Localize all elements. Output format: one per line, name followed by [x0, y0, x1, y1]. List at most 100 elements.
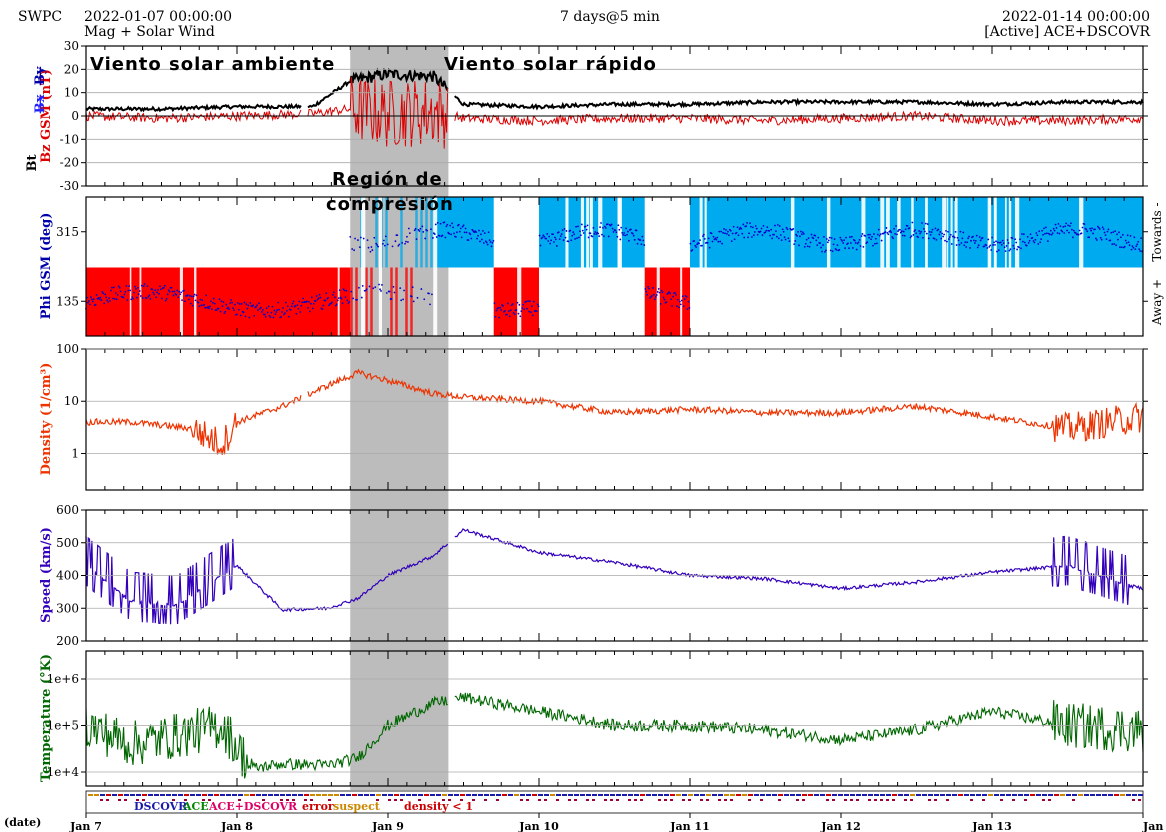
- phi-point: [655, 294, 658, 296]
- phi-point: [625, 227, 627, 230]
- phi-point: [893, 227, 896, 230]
- phi-point: [143, 283, 146, 285]
- phi-point: [315, 295, 318, 297]
- phi-point: [678, 300, 681, 303]
- phi-point: [188, 294, 191, 297]
- phi-point: [382, 242, 384, 245]
- phi-gap: [589, 197, 593, 336]
- phi-point: [929, 233, 932, 236]
- phi-point: [350, 290, 353, 293]
- phi-point: [264, 315, 267, 318]
- source-strip-mark: [478, 794, 483, 796]
- phi-point: [698, 242, 700, 245]
- phi-point: [722, 231, 724, 234]
- phi-point: [1066, 229, 1068, 232]
- source-strip-mark: [904, 794, 909, 796]
- phi-point: [162, 286, 165, 289]
- source-strip-mark: [322, 794, 327, 796]
- phi-point: [751, 226, 754, 229]
- phi-point: [993, 241, 995, 244]
- phi-point: [914, 229, 917, 231]
- source-strip-mark: [1012, 799, 1015, 801]
- phi-point: [810, 233, 813, 236]
- source-strip-mark: [142, 799, 145, 801]
- phi-point: [189, 302, 192, 305]
- source-strip-mark: [304, 799, 307, 801]
- phi-point: [346, 299, 349, 302]
- phi-point: [880, 239, 883, 242]
- source-strip-mark: [718, 799, 721, 801]
- source-strip-mark: [760, 799, 763, 801]
- source-strip-mark: [724, 794, 729, 796]
- phi-point: [1095, 237, 1097, 240]
- phi-point: [1083, 223, 1086, 225]
- phi-point: [1121, 233, 1124, 236]
- phi-point: [972, 239, 975, 242]
- speed-ytick-label: 600: [56, 503, 79, 517]
- source-strip-mark: [1048, 794, 1053, 796]
- phi-point: [520, 310, 523, 313]
- phi-point: [585, 228, 588, 231]
- phi-point: [405, 240, 407, 243]
- phi-point: [947, 238, 950, 240]
- phi-point: [1130, 248, 1133, 251]
- phi-point: [410, 295, 413, 298]
- phi-point: [1025, 244, 1028, 247]
- source-strip-mark: [778, 794, 783, 796]
- source-strip-mark: [814, 794, 819, 796]
- phi-point: [948, 236, 951, 238]
- phi-point: [972, 235, 974, 238]
- phi-point: [147, 295, 150, 298]
- phi-point: [117, 285, 120, 288]
- phi-point: [564, 236, 567, 239]
- phi-point: [1019, 238, 1021, 241]
- phi-point: [1123, 245, 1126, 248]
- phi-point: [526, 307, 528, 310]
- phi-point: [351, 248, 354, 250]
- phi-point: [200, 304, 203, 307]
- phi-point: [408, 232, 411, 235]
- phi-point: [475, 231, 478, 233]
- phi-point: [210, 308, 213, 311]
- phi-point: [443, 221, 446, 224]
- phi-point: [221, 305, 224, 308]
- phi-point: [190, 295, 193, 298]
- phi-point: [434, 223, 437, 226]
- phi-mixed-bar: [400, 197, 403, 268]
- phi-point: [989, 244, 992, 247]
- phi-gap: [1079, 197, 1084, 336]
- source-strip-mark: [166, 794, 171, 796]
- speed-ytick-label: 200: [56, 634, 79, 648]
- source-strip-mark: [868, 799, 871, 801]
- annotation-fast: Viento solar rápido: [444, 54, 657, 75]
- phi-point: [693, 240, 696, 242]
- source-strip-frame: [85, 790, 1144, 814]
- phi-point: [775, 230, 777, 232]
- phi-point: [175, 293, 178, 296]
- phi-point: [815, 239, 818, 242]
- phi-point: [123, 293, 126, 296]
- phi-point: [702, 235, 704, 238]
- phi-ytick-label: 315: [56, 225, 79, 239]
- phi-point: [141, 297, 144, 299]
- phi-point: [644, 288, 647, 290]
- annotation-compression-line1: Región de: [332, 169, 443, 190]
- temperature-ytick-label: 1e+5: [47, 718, 79, 732]
- source-strip-mark: [898, 794, 903, 796]
- phi-point: [186, 294, 189, 296]
- phi-point: [1018, 246, 1020, 249]
- legend-dscovr: DSCOVR: [134, 800, 188, 813]
- phi-point: [444, 236, 447, 239]
- source-strip-mark: [946, 799, 949, 801]
- phi-point: [457, 223, 460, 226]
- phi-point: [1131, 245, 1134, 248]
- source-strip-mark: [520, 794, 525, 796]
- phi-point: [1046, 232, 1048, 235]
- source-strip-mark: [424, 794, 429, 796]
- phi-point: [1061, 230, 1064, 233]
- source-strip-mark: [736, 794, 741, 796]
- phi-point: [451, 222, 454, 225]
- phi-point: [149, 298, 152, 300]
- phi-point: [416, 296, 419, 299]
